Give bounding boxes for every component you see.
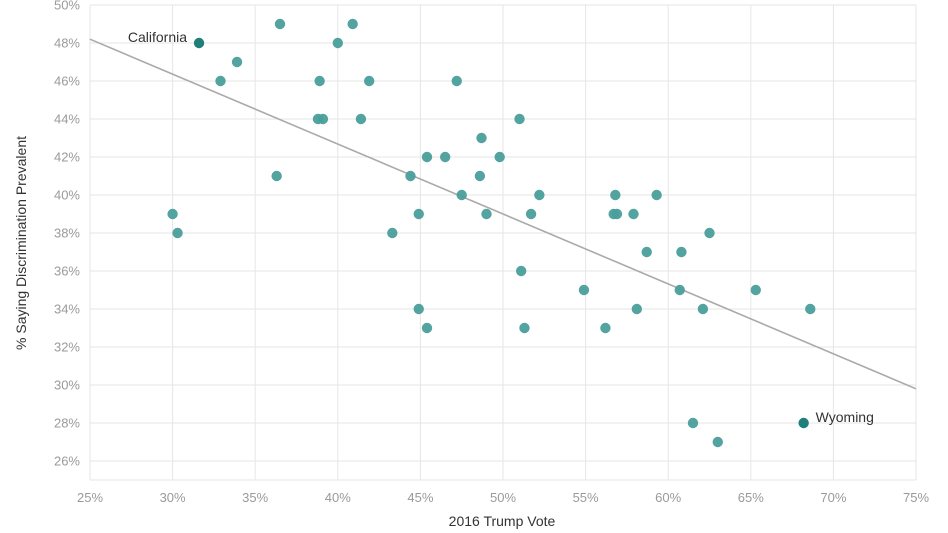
x-tick-label: 25% [77,490,103,505]
data-point [712,436,723,448]
x-tick-label: 60% [655,490,681,505]
data-point [271,170,282,182]
data-point [363,75,375,87]
y-tick-label: 50% [54,0,80,13]
data-point [600,322,611,334]
data-point [628,208,639,220]
y-tick-label: 42% [54,150,80,165]
data-point [676,246,687,258]
data-point [439,151,451,163]
highlighted-point-label: Wyoming [816,409,874,425]
data-point [172,227,183,239]
data-point [456,189,467,201]
data-point [515,265,527,277]
x-tick-label: 35% [242,490,268,505]
data-point [476,132,487,144]
data-point [413,303,424,315]
y-tick-label: 44% [54,112,80,127]
y-tick-label: 32% [54,340,80,355]
data-point [651,189,662,201]
data-point [687,417,699,429]
y-tick-label: 26% [54,454,80,469]
highlighted-points: California Wyoming [128,29,874,429]
data-point [750,284,761,296]
x-axis-ticks: 25% 30% 35% 40% 45% 50% 55% 60% 65% 70% 75% [77,490,929,505]
data-point [317,113,329,125]
y-tick-label: 36% [54,264,80,279]
y-tick-label: 48% [54,36,80,51]
data-point [421,151,433,163]
y-tick-label: 40% [54,188,80,203]
data-point [578,284,590,296]
data-point [610,189,621,201]
data-point [674,284,685,296]
trendline-layer [89,38,917,390]
trendline [89,38,917,390]
data-point [405,170,416,182]
y-tick-label: 46% [54,74,80,89]
data-point [274,18,286,30]
x-tick-label: 55% [573,490,599,505]
x-tick-label: 70% [820,490,846,505]
x-tick-label: 40% [325,490,351,505]
data-point [631,303,643,315]
x-tick-label: 50% [490,490,516,505]
data-point [451,75,462,87]
data-points [167,18,816,448]
data-point [387,227,398,239]
data-point [494,151,505,163]
data-point [231,56,243,68]
y-axis-title: % Saying Discrimination Prevalent [13,136,29,350]
highlighted-point [798,417,809,429]
highlighted-point-label: California [128,29,187,45]
data-point [167,208,178,220]
data-point [421,322,433,334]
data-point [641,246,652,258]
data-point [611,208,623,220]
x-tick-label: 45% [407,490,433,505]
x-tick-label: 30% [160,490,186,505]
data-point [481,208,492,220]
data-point [704,227,715,239]
x-tick-label: 75% [903,490,929,505]
highlighted-point [193,37,205,49]
data-point [805,303,816,315]
data-point [514,113,525,125]
data-point [534,189,545,201]
x-tick-label: 65% [738,490,764,505]
data-point [697,303,709,315]
data-point [215,75,226,87]
data-point [355,113,367,125]
y-axis-ticks: 26% 28% 30% 32% 34% 36% 38% 40% 42% 44% 46% 48% 50% [54,0,80,469]
data-point [519,322,530,334]
x-axis-title: 2016 Trump Vote [449,513,556,529]
data-point [332,37,343,49]
y-tick-label: 34% [54,302,80,317]
y-tick-label: 30% [54,378,80,393]
y-tick-label: 38% [54,226,80,241]
grid [89,4,917,481]
data-point [314,75,325,87]
data-point [347,18,358,30]
y-tick-label: 28% [54,416,80,431]
data-point [474,170,486,182]
data-point [413,208,424,220]
data-point [525,208,537,220]
